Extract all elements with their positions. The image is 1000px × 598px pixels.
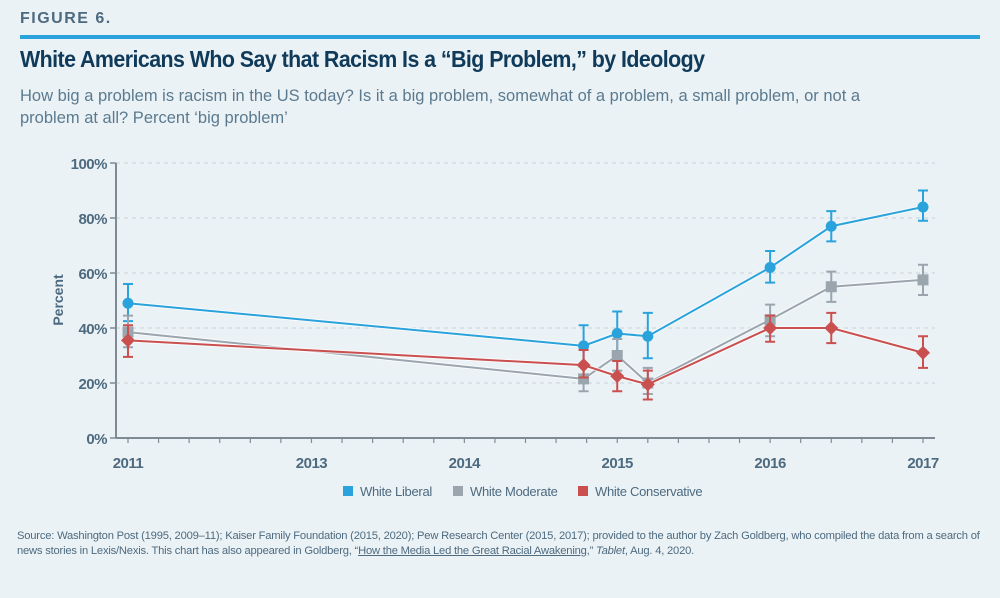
y-tick-label: 100% bbox=[71, 156, 108, 173]
x-tick-label: 2011 bbox=[113, 455, 144, 472]
data-point bbox=[824, 321, 839, 335]
source-note: Source: Washington Post (1995, 2009–11);… bbox=[17, 529, 992, 558]
x-tick-label: 2017 bbox=[907, 455, 939, 472]
data-point bbox=[640, 377, 655, 392]
data-point bbox=[122, 297, 134, 309]
data-point bbox=[917, 274, 929, 286]
legend-swatch bbox=[453, 486, 463, 496]
data-point bbox=[917, 201, 929, 213]
series-white-liberal bbox=[122, 189, 929, 368]
data-point bbox=[825, 281, 837, 293]
data-point bbox=[576, 358, 591, 373]
source-text-2: ” bbox=[589, 544, 596, 557]
series-line-halo bbox=[127, 326, 924, 387]
y-tick-label: 20% bbox=[78, 376, 107, 393]
data-point bbox=[763, 321, 778, 335]
publication-name: Tablet bbox=[596, 544, 625, 557]
y-axis-label: Percent bbox=[50, 274, 66, 326]
y-tick-label: 40% bbox=[78, 321, 107, 338]
data-point bbox=[611, 328, 623, 339]
legend-label: White Conservative bbox=[595, 484, 702, 499]
source-text-3: , Aug. 4, 2020. bbox=[624, 544, 695, 557]
data-point bbox=[916, 345, 930, 360]
data-point bbox=[578, 340, 590, 352]
data-point bbox=[764, 262, 776, 273]
title-rule bbox=[20, 35, 980, 39]
series-line-halo bbox=[127, 205, 924, 348]
x-tick-label: 2016 bbox=[754, 455, 786, 472]
series-line bbox=[127, 206, 924, 347]
article-link[interactable]: How the Media Led the Great Racial Awake… bbox=[358, 544, 590, 557]
series-white-conservative bbox=[121, 311, 930, 401]
legend-item: White Conservative bbox=[578, 484, 703, 499]
data-point bbox=[578, 373, 590, 385]
chart-title: White Americans Who Say that Racism Is a… bbox=[20, 46, 705, 72]
data-point bbox=[642, 330, 654, 342]
legend-item: White Liberal bbox=[343, 484, 433, 499]
y-tick-label: 80% bbox=[78, 211, 107, 228]
chart-subtitle: How big a problem is racism in the US to… bbox=[20, 87, 861, 127]
figure-label: FIGURE 6. bbox=[20, 10, 112, 27]
data-point bbox=[611, 350, 623, 361]
x-tick-label: 2015 bbox=[602, 455, 634, 472]
legend-swatch bbox=[343, 486, 353, 496]
y-tick-label: 0% bbox=[86, 431, 107, 448]
x-tick-label: 2013 bbox=[296, 455, 328, 472]
data-point bbox=[610, 369, 625, 384]
data-point bbox=[121, 333, 135, 348]
legend-label: White Liberal bbox=[360, 484, 432, 499]
legend-item: White Moderate bbox=[453, 484, 558, 499]
legend-label: White Moderate bbox=[470, 484, 558, 499]
series-line bbox=[127, 278, 924, 385]
series-line bbox=[127, 327, 924, 386]
series-line-halo bbox=[127, 277, 924, 386]
x-tick-label: 2014 bbox=[449, 455, 482, 472]
source-text: Source: Washington Post (1995, 2009–11);… bbox=[17, 530, 980, 557]
legend-swatch bbox=[578, 486, 588, 496]
data-point bbox=[825, 220, 837, 232]
y-tick-label: 60% bbox=[78, 266, 107, 283]
